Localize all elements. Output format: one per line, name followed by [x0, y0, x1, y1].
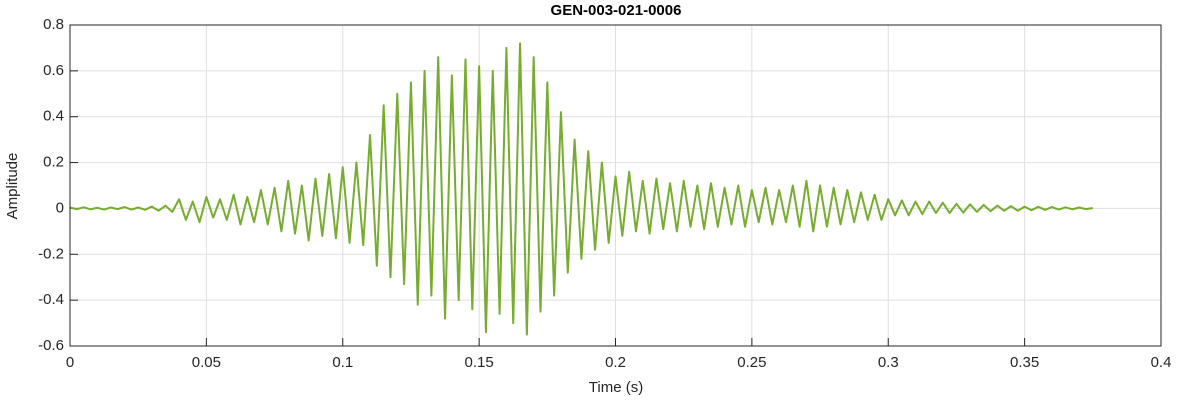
plot-border [69, 24, 1162, 347]
x-tick-label: 0.15 [465, 354, 494, 371]
y-tick-label: -0.2 [38, 245, 64, 262]
chart-title: GEN-003-021-0006 [551, 2, 682, 19]
y-tick-label: 0 [56, 199, 64, 216]
y-axis-label: Amplitude [4, 153, 21, 220]
y-tick-label: 0.8 [43, 16, 64, 33]
x-tick-label: 0.2 [605, 354, 626, 371]
x-axis-label: Time (s) [589, 379, 643, 396]
x-tick-label: 0.05 [192, 354, 221, 371]
x-tick-label: 0.25 [737, 354, 766, 371]
x-tick-label: 0.35 [1010, 354, 1039, 371]
y-tick-label: 0.4 [43, 108, 64, 125]
y-tick-label: 0.6 [43, 62, 64, 79]
y-tick-label: 0.2 [43, 154, 64, 171]
x-tick-label: 0 [66, 354, 74, 371]
x-tick-label: 0.4 [1151, 354, 1172, 371]
data-line [69, 42, 1093, 336]
x-tick-label: 0.3 [878, 354, 899, 371]
y-tick-label: -0.4 [38, 291, 64, 308]
x-tick-label: 0.1 [332, 354, 353, 371]
y-tick-label: -0.6 [38, 337, 64, 354]
